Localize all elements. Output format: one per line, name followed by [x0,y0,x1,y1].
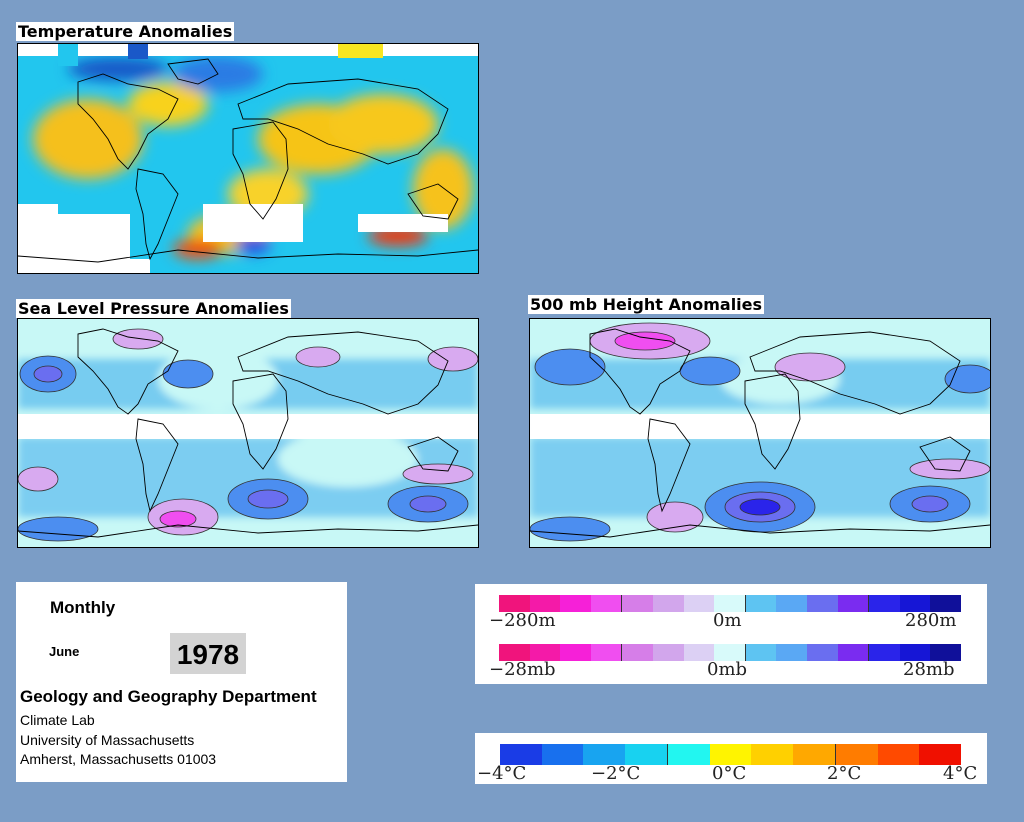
pressure-max-label: 28mb [903,659,955,680]
pressure-swatch [806,644,838,661]
pressure-swatch [837,644,870,661]
temperature-swatch [583,744,626,765]
height-max-label: 280m [905,610,957,631]
height-swatch [683,595,715,612]
height-swatch [560,595,591,612]
temp-label-3: 0°C [712,763,747,784]
slp-title: Sea Level Pressure Anomalies [16,299,291,318]
temp-label-4: 2°C [827,763,862,784]
temperature-swatch [625,744,668,765]
temperature-swatch [751,744,794,765]
pressure-swatch [745,644,777,661]
pressure-swatch [622,644,653,661]
height500-title: 500 mb Height Anomalies [528,295,765,314]
height-swatch [869,595,900,612]
pressure-swatch [590,644,623,661]
pressure-min-label: −28mb [489,659,556,680]
pressure-swatch [560,644,591,661]
temperature-swatch [541,744,584,765]
height-swatch [529,595,561,612]
temperature-swatch [709,744,752,765]
height-colorbar [499,595,961,612]
temperature-swatch [919,744,962,765]
height-swatch [745,595,777,612]
temperature-swatch [793,744,836,765]
pressure-swatch [776,644,807,661]
year-label: 1978 [170,633,246,674]
pressure-swatch [869,644,900,661]
temperature-swatch [667,744,710,765]
temperature-swatch [500,744,542,765]
temp-label-5: 4°C [943,763,978,784]
pressure-swatch [714,644,746,661]
height-swatch [899,595,931,612]
month-label: June [49,644,80,659]
height-mid-label: 0m [713,610,742,631]
temp-label-1: −4°C [477,763,527,784]
address-label: Amherst, Massachusetts 01003 [20,751,217,767]
pressure-swatch [529,644,561,661]
temperature-swatch [835,744,878,765]
height-swatch [622,595,653,612]
height-swatch [590,595,623,612]
pressure-colorbar [499,644,961,661]
department-label: Geology and Geography Department [20,687,317,706]
pressure-mid-label: 0mb [707,659,748,680]
height-swatch [806,595,838,612]
temperature-legend: −4°C −2°C 0°C 2°C 4°C [475,733,987,784]
height-swatch [930,595,961,612]
pressure-swatch [683,644,715,661]
slp-map [17,318,479,548]
university-label: University of Massachusetts [20,732,195,748]
info-panel: Monthly June 1978 Geology and Geography … [16,582,347,782]
temp-label-2: −2°C [591,763,641,784]
height-swatch [499,595,530,612]
pressure-swatch [930,644,961,661]
temperature-title: Temperature Anomalies [16,22,235,41]
temperature-swatch [877,744,920,765]
pressure-swatch [652,644,684,661]
pressure-swatch [499,644,530,661]
temperature-colorbar [500,744,962,765]
height-min-label: −280m [489,610,556,631]
temperature-map [17,43,479,274]
frequency-label: Monthly [50,598,116,617]
lab-label: Climate Lab [20,712,95,728]
height500-map [529,318,991,548]
height-swatch [652,595,684,612]
height-swatch [837,595,870,612]
height-swatch [776,595,807,612]
height-pressure-legend: −280m 0m 280m −28mb 0mb 28mb [475,584,987,684]
pressure-swatch [899,644,931,661]
height-swatch [714,595,746,612]
